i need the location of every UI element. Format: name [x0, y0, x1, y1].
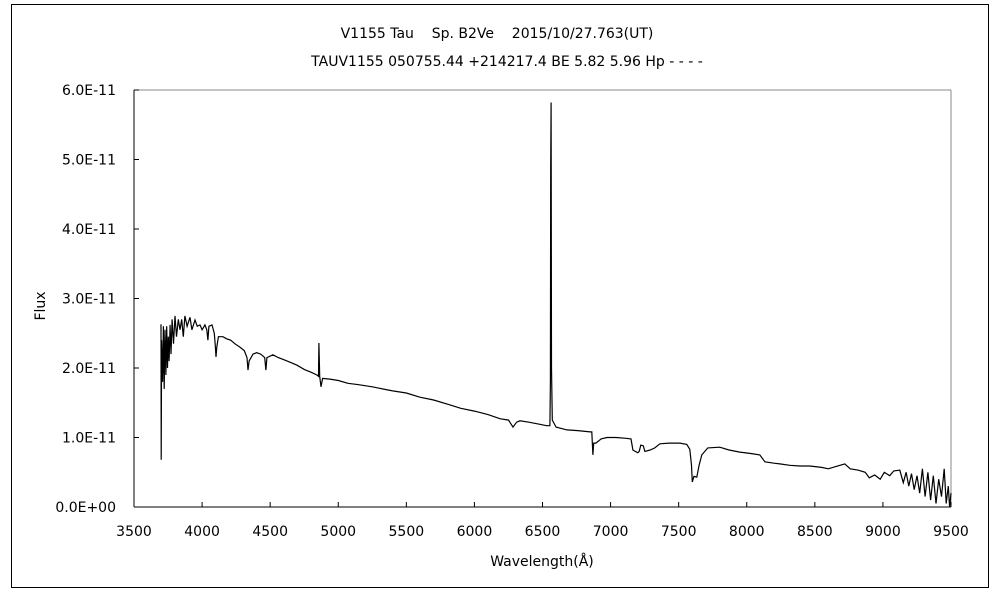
- x-tick-label: 5000: [320, 524, 356, 540]
- spectrum-line: [160, 102, 952, 508]
- y-tick-label: 2.0E-11: [62, 361, 116, 377]
- y-tick-label: 4.0E-11: [62, 222, 116, 238]
- x-tick-label: 7000: [593, 524, 629, 540]
- x-tick-label: 4000: [184, 524, 220, 540]
- x-axis-label: Wavelength(Å): [490, 553, 594, 570]
- chart-subtitle: TAUV1155 050755.44 +214217.4 BE 5.82 5.9…: [310, 54, 703, 70]
- y-axis-label: Flux: [33, 291, 49, 320]
- y-tick-label: 6.0E-11: [62, 83, 116, 99]
- x-tick-label: 4500: [252, 524, 288, 540]
- x-tick-label: 6000: [457, 524, 493, 540]
- x-tick-label: 8500: [797, 524, 833, 540]
- y-tick-label: 5.0E-11: [62, 153, 116, 169]
- x-tick-label: 6500: [525, 524, 561, 540]
- figure-border: [11, 4, 989, 588]
- x-tick-label: 7500: [661, 524, 697, 540]
- y-tick-label: 3.0E-11: [62, 292, 116, 308]
- x-tick-label: 9500: [933, 524, 969, 540]
- x-tick-label: 9000: [865, 524, 901, 540]
- x-tick-label: 8000: [729, 524, 765, 540]
- y-tick-label: 1.0E-11: [62, 431, 116, 447]
- x-tick-label: 5500: [389, 524, 425, 540]
- chart-title: V1155 Tau Sp. B2Ve 2015/10/27.763(UT): [341, 26, 654, 42]
- x-tick-label: 3500: [116, 524, 152, 540]
- y-tick-label: 0.0E+00: [55, 500, 116, 516]
